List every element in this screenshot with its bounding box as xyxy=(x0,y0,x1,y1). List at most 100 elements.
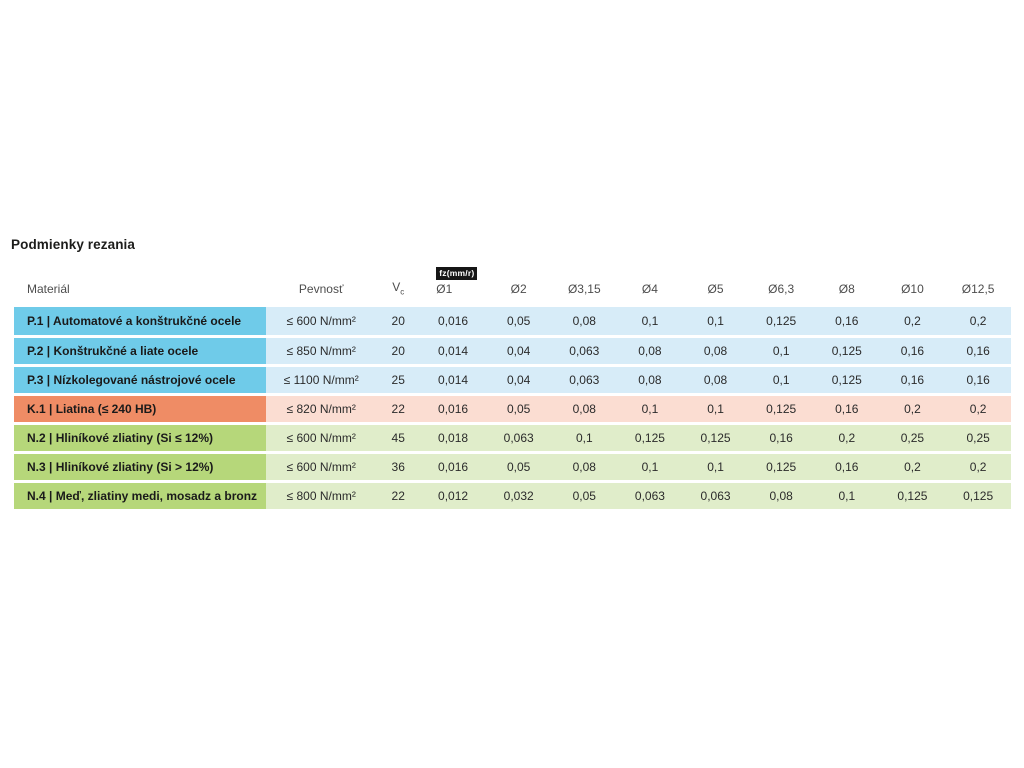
feed-cell: 0,018 xyxy=(420,423,486,453)
column-header-d12-5: Ø12,5 xyxy=(961,282,995,297)
strength-cell: ≤ 850 N/mm² xyxy=(266,336,377,366)
feed-cell: 0,016 xyxy=(420,307,486,337)
material-cell: N.2 | Hliníkové zliatiny (Si ≤ 12%) xyxy=(14,423,267,453)
feed-cell: 0,1 xyxy=(617,307,683,337)
strength-cell: ≤ 820 N/mm² xyxy=(266,394,377,424)
feed-cell: 0,05 xyxy=(551,481,618,511)
material-cell: N.3 | Hliníkové zliatiny (Si > 12%) xyxy=(14,452,267,482)
feed-cell: 0,125 xyxy=(748,394,814,424)
feed-cell: 0,16 xyxy=(813,452,880,482)
feed-cell: 0,1 xyxy=(682,452,749,482)
diameter-label-d1: Ø1 xyxy=(436,282,453,297)
feed-cell: 0,25 xyxy=(879,423,946,453)
feed-cell: 0,125 xyxy=(748,452,814,482)
feed-cell: 0,16 xyxy=(813,307,880,337)
column-header-d1: fz(mm/r) Ø1 xyxy=(420,265,486,307)
feed-cell: 0,063 xyxy=(551,365,618,395)
feed-cell: 0,16 xyxy=(813,394,880,424)
vc-cell: 45 xyxy=(376,423,421,453)
feed-cell: 0,08 xyxy=(551,452,618,482)
table-row-k1: K.1 | Liatina (≤ 240 HB) ≤ 820 N/mm² 22 … xyxy=(14,394,1011,424)
feed-cell: 0,1 xyxy=(748,365,814,395)
feed-cell: 0,125 xyxy=(813,336,880,366)
vc-cell: 22 xyxy=(376,481,421,511)
material-cell: K.1 | Liatina (≤ 240 HB) xyxy=(14,394,267,424)
feed-cell: 0,08 xyxy=(748,481,814,511)
feed-cell: 0,25 xyxy=(945,423,1011,453)
strength-cell: ≤ 600 N/mm² xyxy=(266,307,377,337)
feed-cell: 0,1 xyxy=(551,423,618,453)
strength-cell: ≤ 600 N/mm² xyxy=(266,452,377,482)
column-header-d8: Ø8 xyxy=(838,282,855,297)
table-row-p2: P.2 | Konštrukčné a liate ocele ≤ 850 N/… xyxy=(14,336,1011,366)
feed-unit-badge: fz(mm/r) xyxy=(436,266,478,281)
feed-cell: 0,08 xyxy=(682,336,749,366)
feed-cell: 0,1 xyxy=(682,307,749,337)
feed-cell: 0,1 xyxy=(617,394,683,424)
column-header-material: Materiál xyxy=(27,282,70,297)
feed-cell: 0,014 xyxy=(420,365,486,395)
feed-cell: 0,063 xyxy=(682,481,749,511)
strength-cell: ≤ 800 N/mm² xyxy=(266,481,377,511)
feed-cell: 0,2 xyxy=(813,423,880,453)
column-header-d4: Ø4 xyxy=(641,282,658,297)
vc-subscript: c xyxy=(400,287,405,297)
vc-cell: 20 xyxy=(376,307,421,337)
feed-cell: 0,04 xyxy=(485,365,552,395)
feed-cell: 0,1 xyxy=(748,336,814,366)
feed-cell: 0,1 xyxy=(813,481,880,511)
feed-cell: 0,2 xyxy=(879,394,946,424)
header-row: Materiál Pevnosť Vc fz(mm/r) Ø1 Ø2 Ø3,15… xyxy=(14,265,1011,307)
feed-cell: 0,2 xyxy=(945,394,1011,424)
column-header-d2: Ø2 xyxy=(510,282,527,297)
table-row-p1: P.1 | Automatové a konštrukčné ocele ≤ 6… xyxy=(14,307,1011,337)
feed-cell: 0,08 xyxy=(551,394,618,424)
material-cell: N.4 | Meď, zliatiny medi, mosadz a bronz xyxy=(14,481,267,511)
feed-cell: 0,1 xyxy=(617,452,683,482)
feed-cell: 0,08 xyxy=(617,365,683,395)
feed-cell: 0,08 xyxy=(682,365,749,395)
feed-cell: 0,2 xyxy=(879,307,946,337)
feed-cell: 0,05 xyxy=(485,452,552,482)
feed-cell: 0,16 xyxy=(748,423,814,453)
vc-label: V xyxy=(392,279,401,294)
feed-cell: 0,2 xyxy=(879,452,946,482)
table-row-n2: N.2 | Hliníkové zliatiny (Si ≤ 12%) ≤ 60… xyxy=(14,423,1011,453)
vc-cell: 25 xyxy=(376,365,421,395)
column-header-strength: Pevnosť xyxy=(298,282,344,297)
feed-cell: 0,05 xyxy=(485,307,552,337)
feed-cell: 0,125 xyxy=(748,307,814,337)
table-row-n4: N.4 | Meď, zliatiny medi, mosadz a bronz… xyxy=(14,481,1011,511)
feed-cell: 0,16 xyxy=(879,365,946,395)
feed-cell: 0,05 xyxy=(485,394,552,424)
cutting-conditions-table: Materiál Pevnosť Vc fz(mm/r) Ø1 Ø2 Ø3,15… xyxy=(14,265,1011,512)
column-header-d10: Ø10 xyxy=(901,282,924,297)
table-row-p3: P.3 | Nízkolegované nástrojové ocele ≤ 1… xyxy=(14,365,1011,395)
feed-cell: 0,08 xyxy=(617,336,683,366)
strength-cell: ≤ 1100 N/mm² xyxy=(266,365,377,395)
feed-cell: 0,016 xyxy=(420,394,486,424)
material-cell: P.1 | Automatové a konštrukčné ocele xyxy=(14,307,267,337)
column-header-d3-15: Ø3,15 xyxy=(567,282,601,297)
feed-cell: 0,125 xyxy=(945,481,1011,511)
feed-cell: 0,125 xyxy=(617,423,683,453)
vc-cell: 22 xyxy=(376,394,421,424)
feed-cell: 0,2 xyxy=(945,307,1011,337)
feed-cell: 0,125 xyxy=(682,423,749,453)
vc-cell: 20 xyxy=(376,336,421,366)
strength-cell: ≤ 600 N/mm² xyxy=(266,423,377,453)
feed-cell: 0,063 xyxy=(617,481,683,511)
column-header-d5: Ø5 xyxy=(707,282,724,297)
feed-cell: 0,16 xyxy=(879,336,946,366)
feed-cell: 0,016 xyxy=(420,452,486,482)
material-cell: P.3 | Nízkolegované nástrojové ocele xyxy=(14,365,267,395)
feed-cell: 0,063 xyxy=(485,423,552,453)
vc-cell: 36 xyxy=(376,452,421,482)
feed-cell: 0,16 xyxy=(945,336,1011,366)
feed-cell: 0,032 xyxy=(485,481,552,511)
feed-cell: 0,16 xyxy=(945,365,1011,395)
feed-cell: 0,04 xyxy=(485,336,552,366)
feed-cell: 0,08 xyxy=(551,307,618,337)
material-cell: P.2 | Konštrukčné a liate ocele xyxy=(14,336,267,366)
feed-cell: 0,063 xyxy=(551,336,618,366)
